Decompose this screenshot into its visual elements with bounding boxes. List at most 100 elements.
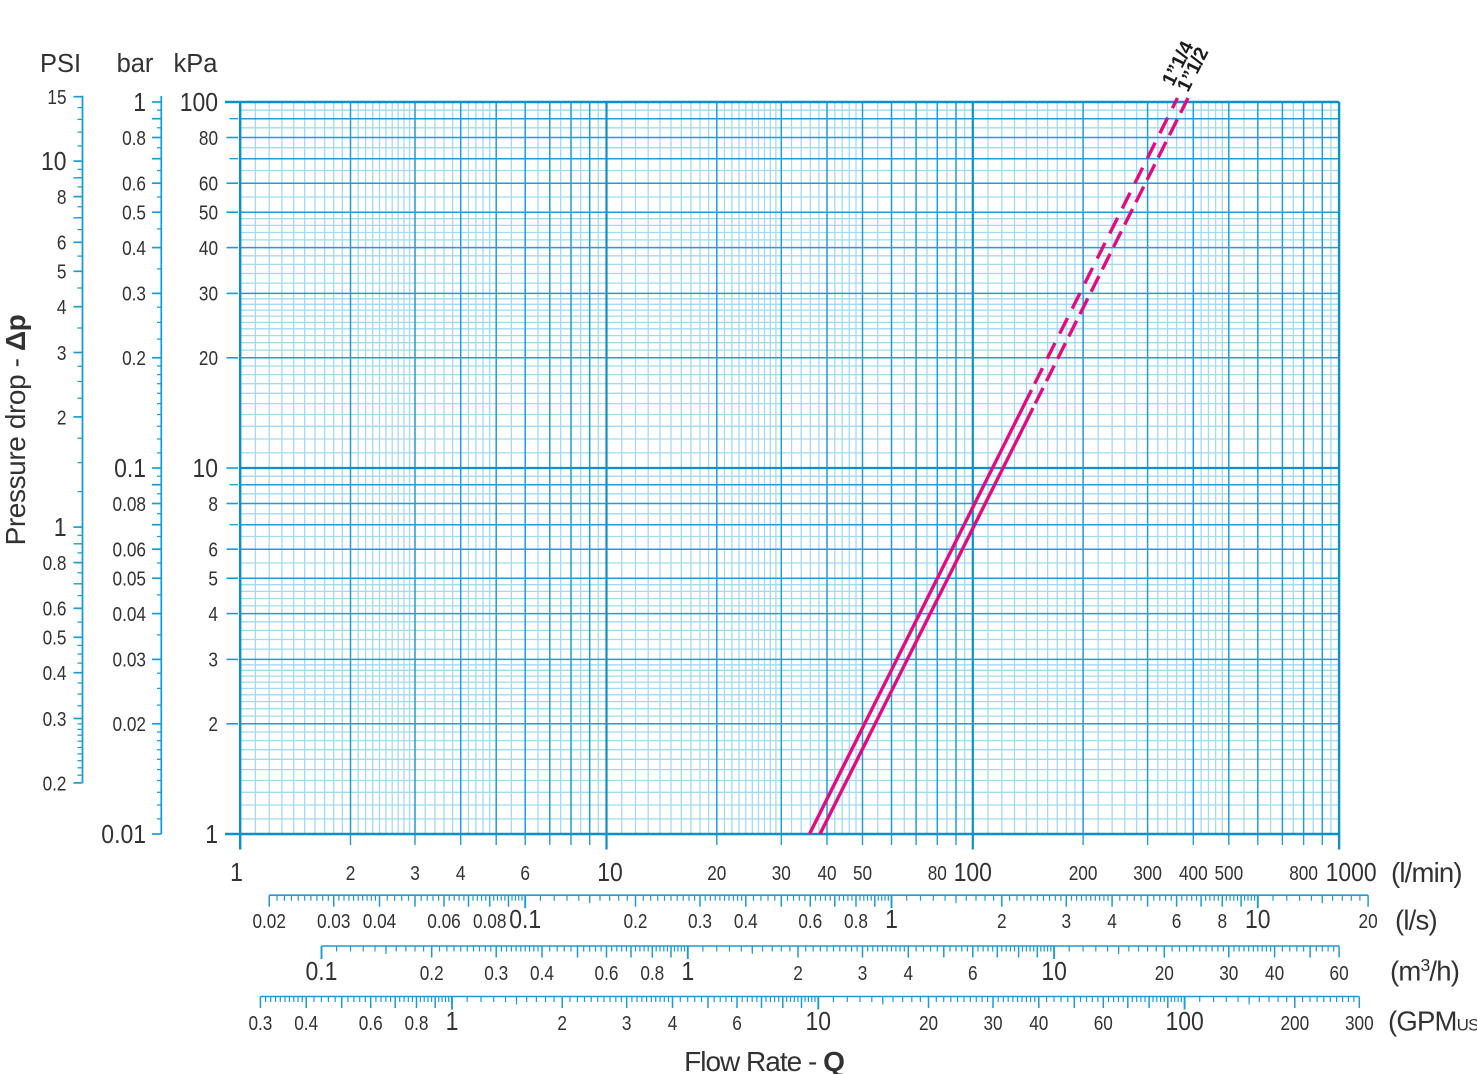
svg-text:0.6: 0.6	[359, 1012, 383, 1035]
svg-text:kPa: kPa	[174, 50, 219, 78]
svg-text:0.02: 0.02	[113, 713, 147, 736]
svg-text:0.08: 0.08	[473, 910, 507, 933]
svg-text:0.8: 0.8	[122, 127, 146, 150]
svg-text:0.8: 0.8	[43, 552, 67, 575]
svg-text:3: 3	[208, 649, 218, 672]
svg-text:Flow Rate - Q: Flow Rate - Q	[684, 1046, 844, 1074]
svg-text:0.2: 0.2	[122, 347, 146, 370]
svg-text:0.1: 0.1	[306, 958, 338, 986]
svg-text:3: 3	[57, 342, 67, 365]
svg-text:30: 30	[199, 283, 218, 306]
svg-text:PSI: PSI	[40, 50, 81, 78]
svg-text:4: 4	[1107, 910, 1117, 933]
svg-text:5: 5	[208, 568, 218, 591]
svg-text:0.01: 0.01	[101, 821, 146, 849]
svg-text:2: 2	[57, 406, 67, 429]
svg-text:4: 4	[904, 962, 914, 985]
svg-text:0.8: 0.8	[844, 910, 868, 933]
svg-text:40: 40	[817, 862, 836, 885]
svg-text:8: 8	[1218, 910, 1228, 933]
svg-text:1: 1	[133, 89, 146, 117]
svg-text:2: 2	[557, 1012, 567, 1035]
svg-text:100: 100	[180, 89, 218, 117]
svg-text:0.6: 0.6	[43, 598, 67, 621]
svg-text:0.04: 0.04	[363, 910, 397, 933]
svg-text:1: 1	[885, 906, 898, 934]
svg-text:4: 4	[668, 1012, 678, 1035]
svg-text:0.2: 0.2	[624, 910, 648, 933]
svg-text:80: 80	[199, 127, 218, 150]
svg-text:0.06: 0.06	[427, 910, 461, 933]
svg-text:30: 30	[1219, 962, 1238, 985]
svg-text:1: 1	[230, 859, 243, 887]
svg-text:15: 15	[47, 86, 66, 109]
svg-text:0.5: 0.5	[122, 202, 146, 225]
svg-text:8: 8	[57, 186, 67, 209]
svg-text:0.2: 0.2	[420, 962, 444, 985]
svg-text:2: 2	[793, 962, 803, 985]
svg-text:(m3/h): (m3/h)	[1390, 955, 1459, 987]
svg-text:0.6: 0.6	[122, 173, 146, 196]
svg-text:100: 100	[954, 859, 992, 887]
svg-text:3: 3	[410, 862, 420, 885]
svg-text:60: 60	[199, 173, 218, 196]
svg-text:3: 3	[1062, 910, 1072, 933]
svg-text:20: 20	[707, 862, 726, 885]
svg-text:6: 6	[968, 962, 978, 985]
svg-text:(l/s): (l/s)	[1395, 905, 1437, 936]
svg-text:40: 40	[1029, 1012, 1048, 1035]
svg-text:0.3: 0.3	[484, 962, 508, 985]
svg-text:0.4: 0.4	[43, 662, 67, 685]
svg-text:Pressure drop - Δp: Pressure drop - Δp	[0, 315, 31, 546]
svg-text:1: 1	[681, 958, 694, 986]
svg-text:60: 60	[1330, 962, 1349, 985]
svg-text:40: 40	[1265, 962, 1284, 985]
svg-text:10: 10	[41, 148, 67, 176]
svg-text:10: 10	[193, 455, 219, 483]
svg-text:2: 2	[208, 713, 218, 736]
svg-text:0.4: 0.4	[530, 962, 554, 985]
svg-text:200: 200	[1280, 1012, 1309, 1035]
svg-text:0.06: 0.06	[113, 539, 147, 562]
svg-text:1: 1	[446, 1008, 459, 1036]
svg-text:50: 50	[199, 202, 218, 225]
svg-text:6: 6	[208, 539, 218, 562]
svg-text:6: 6	[57, 232, 67, 255]
svg-text:10: 10	[1041, 958, 1067, 986]
svg-text:10: 10	[597, 859, 623, 887]
svg-text:0.04: 0.04	[113, 603, 147, 626]
svg-text:0.6: 0.6	[798, 910, 822, 933]
svg-text:80: 80	[928, 862, 947, 885]
svg-text:0.6: 0.6	[595, 962, 619, 985]
svg-text:6: 6	[520, 862, 530, 885]
svg-text:0.4: 0.4	[122, 237, 146, 260]
svg-text:50: 50	[853, 862, 872, 885]
svg-text:0.02: 0.02	[252, 910, 286, 933]
svg-text:20: 20	[199, 347, 218, 370]
svg-text:3: 3	[858, 962, 868, 985]
svg-text:0.8: 0.8	[640, 962, 664, 985]
svg-text:bar: bar	[117, 50, 154, 78]
svg-text:0.08: 0.08	[113, 493, 147, 516]
svg-text:(GPMUS): (GPMUS)	[1388, 1006, 1477, 1037]
svg-text:0.3: 0.3	[122, 283, 146, 306]
svg-text:30: 30	[772, 862, 791, 885]
svg-text:300: 300	[1345, 1012, 1374, 1035]
svg-text:0.2: 0.2	[43, 772, 67, 795]
svg-text:0.3: 0.3	[43, 708, 67, 731]
svg-text:40: 40	[199, 237, 218, 260]
svg-text:300: 300	[1133, 862, 1162, 885]
svg-text:100: 100	[1165, 1008, 1203, 1036]
svg-text:0.05: 0.05	[113, 568, 147, 591]
svg-text:1000: 1000	[1326, 859, 1377, 887]
svg-text:6: 6	[732, 1012, 742, 1035]
svg-text:0.03: 0.03	[113, 649, 147, 672]
svg-text:6: 6	[1172, 910, 1182, 933]
svg-text:4: 4	[456, 862, 466, 885]
svg-text:0.1: 0.1	[114, 455, 146, 483]
svg-text:3: 3	[622, 1012, 632, 1035]
svg-text:30: 30	[983, 1012, 1002, 1035]
svg-text:20: 20	[1155, 962, 1174, 985]
svg-text:4: 4	[208, 603, 218, 626]
svg-text:500: 500	[1214, 862, 1243, 885]
